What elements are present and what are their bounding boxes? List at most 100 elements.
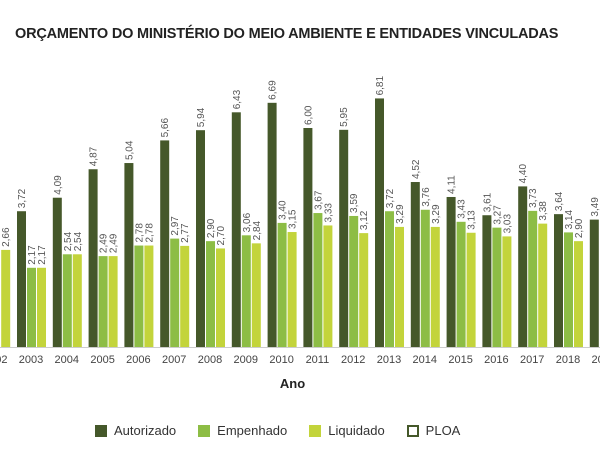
bar-autorizado [589, 219, 599, 347]
data-label: 2,97 [170, 216, 181, 236]
data-label: 4,11 [447, 175, 458, 194]
data-label: 2,49 [109, 233, 120, 253]
bar-autorizado [554, 214, 563, 347]
bar-empenhado [206, 241, 215, 347]
bar-autorizado [88, 169, 98, 347]
data-label: 3,67 [313, 190, 324, 210]
legend-item-ploa: PLOA [406, 423, 460, 438]
data-label: 2,54 [63, 231, 74, 251]
bar-autorizado [17, 211, 26, 347]
data-label: 3,33 [323, 203, 334, 223]
bar-liquidado [180, 245, 190, 347]
bar-liquidado [466, 232, 476, 347]
legend-label: Liquidado [328, 423, 385, 438]
data-label: 3,72 [385, 188, 396, 208]
bar-liquidado [502, 236, 512, 347]
x-tick-label: 2019 [592, 354, 600, 366]
bar-empenhado [564, 232, 573, 347]
x-tick-label: 2013 [377, 354, 401, 366]
data-label: 5,95 [339, 107, 350, 127]
data-label: 3,38 [538, 201, 549, 221]
legend-label: Empenhado [217, 423, 288, 438]
data-label: 2,49 [99, 233, 110, 253]
x-tick-label: 2017 [520, 354, 544, 366]
bar-autorizado [482, 215, 492, 347]
bar-empenhado [349, 215, 359, 347]
data-label: 3,76 [421, 187, 432, 207]
data-label: 3,12 [359, 210, 370, 230]
data-label: 3,73 [528, 188, 539, 208]
x-tick-label: 2009 [234, 354, 258, 366]
x-tick-label: 2003 [19, 354, 43, 366]
data-label: 3,13 [467, 210, 478, 230]
bar-empenhado [492, 227, 502, 347]
data-label: 3,29 [431, 204, 442, 224]
data-label: 3,61 [482, 192, 493, 212]
data-label: 5,04 [124, 140, 135, 160]
data-label: 3,59 [349, 193, 360, 213]
data-label: 4,87 [89, 146, 100, 166]
data-label: 6,69 [268, 80, 279, 100]
bar-empenhado [420, 209, 430, 347]
legend: Autorizado Empenhado Liquidado PLOA [95, 423, 460, 438]
bar-liquidado [144, 245, 154, 347]
data-label: 3,29 [395, 204, 406, 224]
bar-autorizado [446, 196, 456, 347]
x-tick-label: 2007 [162, 354, 186, 366]
x-tick-label: 2015 [448, 354, 472, 366]
bar-autorizado [196, 130, 205, 347]
bar-liquidado [37, 267, 46, 347]
x-axis-label: Ano [279, 376, 306, 391]
bar-autorizado [303, 128, 313, 347]
x-tick-label: 2006 [126, 354, 150, 366]
bar-empenhado [98, 256, 108, 347]
data-label: 3,15 [288, 209, 299, 229]
bar-autorizado [267, 102, 277, 347]
bar-autorizado [375, 98, 384, 347]
bar-empenhado [134, 245, 144, 347]
bar-autorizado [124, 163, 134, 347]
bar-liquidado [323, 225, 333, 347]
bar-liquidado [430, 226, 440, 347]
data-label: 2,17 [27, 245, 38, 265]
data-label: 5,66 [160, 118, 171, 138]
data-label: 2,70 [216, 226, 227, 246]
data-label: 4,40 [518, 163, 529, 183]
data-label: 4,09 [53, 175, 64, 195]
data-label: 3,40 [278, 200, 289, 220]
bar-autorizado [160, 140, 170, 347]
bar-liquidado [108, 256, 118, 347]
data-label: 2,66 [1, 227, 12, 247]
legend-swatch [309, 424, 322, 437]
bar-empenhado [456, 221, 466, 347]
x-tick-label: 2016 [484, 354, 508, 366]
data-label: 3,03 [502, 214, 513, 234]
bar-liquidado [359, 233, 369, 347]
bar-liquidado [216, 248, 225, 347]
bar-liquidado [287, 232, 297, 347]
bar-empenhado [27, 267, 36, 347]
data-label: 2,90 [574, 218, 585, 238]
x-tick-label: 2005 [90, 354, 114, 366]
bar-autorizado [231, 112, 241, 348]
legend-swatch [95, 424, 107, 437]
x-tick-label: 2002 [0, 354, 7, 366]
bar-empenhado [241, 235, 251, 347]
bar-empenhado [62, 254, 72, 347]
x-tick-label: 2004 [55, 354, 79, 366]
data-label: 2,54 [73, 231, 84, 251]
data-label: 2,77 [180, 223, 191, 243]
data-label: 3,27 [492, 205, 503, 225]
x-tick-label: 2012 [341, 354, 365, 366]
legend-item-liquidado: Liquidado [309, 423, 385, 438]
data-label: 3,64 [554, 191, 565, 211]
data-label: 3,06 [242, 212, 253, 232]
bar-empenhado [385, 211, 394, 347]
data-label: 3,43 [457, 199, 468, 219]
bar-empenhado [170, 238, 180, 347]
bar-autorizado [518, 186, 528, 347]
x-tick-label: 2014 [413, 354, 437, 366]
data-label: 3,72 [17, 188, 28, 208]
legend-swatch [198, 424, 211, 437]
data-label: 6,43 [232, 89, 243, 109]
